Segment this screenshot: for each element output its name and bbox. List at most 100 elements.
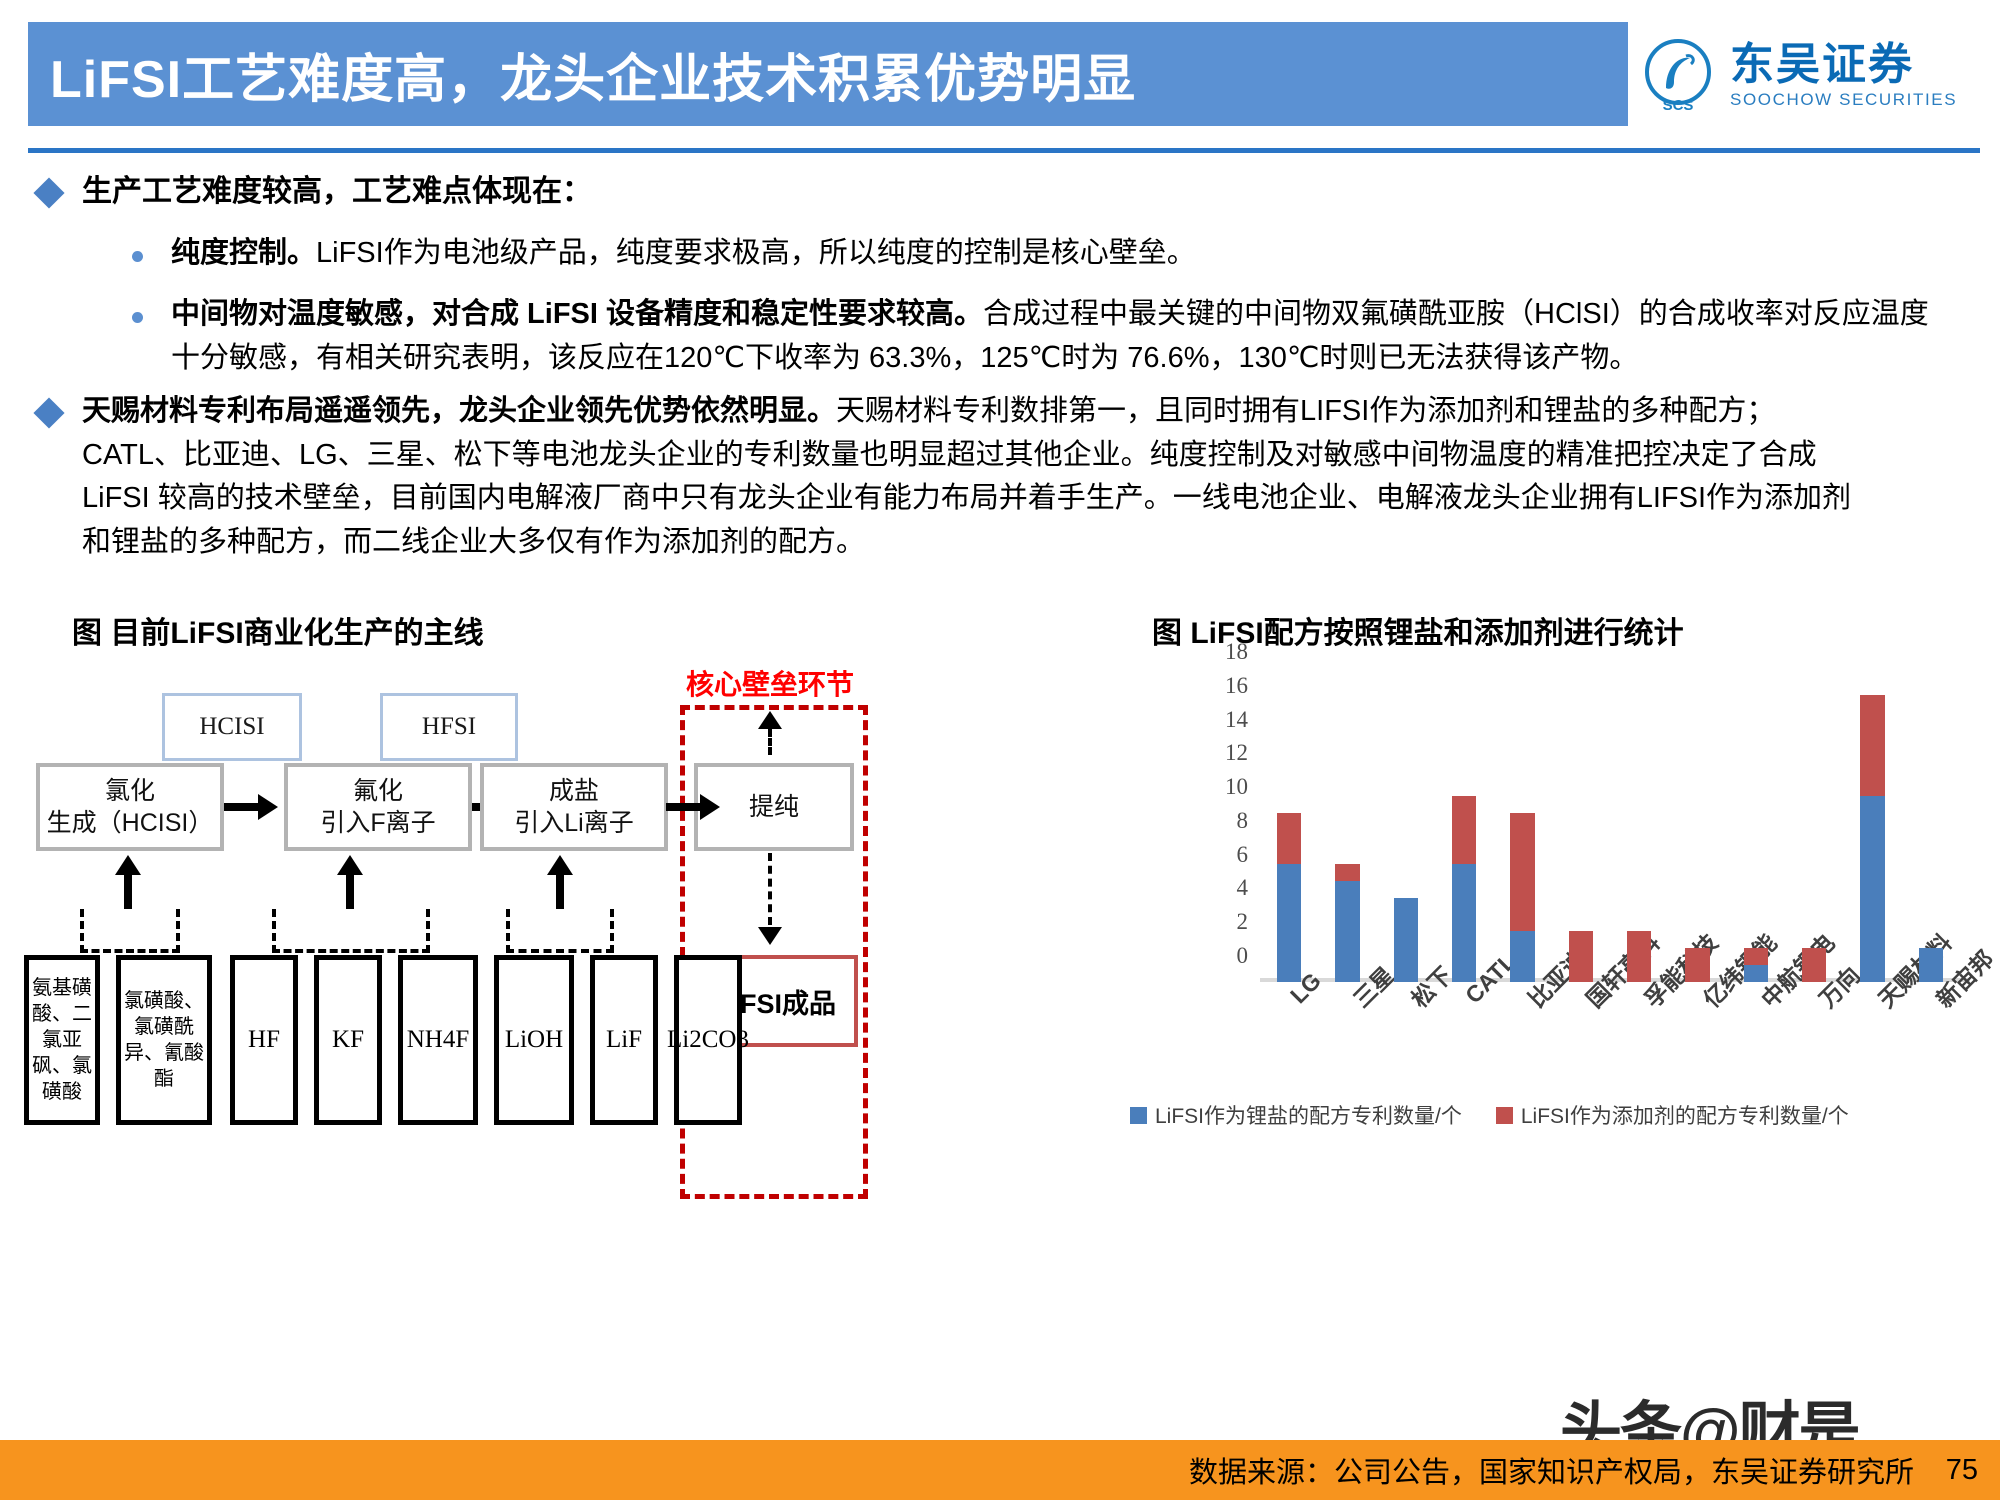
- bar-孚能科技: [1626, 931, 1652, 982]
- sub1-text: 纯度控制。LiFSI作为电池级产品，纯度要求极高，所以纯度的控制是核心壁垒。: [171, 232, 1196, 276]
- bullet-level1-2: 天赐材料专利布局遥遥领先，龙头企业领先优势依然明显。天赐材料专利数排第一，且同时…: [28, 390, 1972, 564]
- figure-left-title: 图 目前LiFSI商业化生产的主线: [72, 617, 484, 650]
- sub2-bold: 中间物对温度敏感，对合成 LiFSI 设备精度和稳定性要求较高。: [171, 298, 984, 330]
- material-box: LiOH: [494, 955, 574, 1125]
- slide-body: 生产工艺难度较高，工艺难点体现在： 纯度控制。LiFSI作为电池级产品，纯度要求…: [28, 160, 1972, 564]
- bullet-level1-1: 生产工艺难度较高，工艺难点体现在：: [28, 170, 1972, 214]
- footer-bar: 数据来源：公司公告，国家知识产权局，东吴证券研究所 75: [0, 1440, 2000, 1500]
- bar-segment: [1510, 931, 1535, 982]
- dashed-connector-down: [768, 853, 772, 925]
- source-note: 数据来源：公司公告，国家知识产权局，东吴证券研究所: [1188, 1457, 1914, 1489]
- material-box: Li2CO3: [667, 955, 749, 1125]
- material-box: NH4F: [398, 955, 478, 1125]
- bar-segment: [1276, 813, 1302, 864]
- bullet2-rest: 天赐材料专利数排第一，且同时拥有LIFSI作为添加剂和锂盐的多种配方；CATL、…: [82, 395, 1852, 558]
- bar-segment: [1743, 965, 1769, 982]
- intermediate-box-hfsi: HFSI: [380, 693, 518, 761]
- y-axis-tick: 10: [1225, 774, 1248, 800]
- header-band: LiFSI工艺难度高，龙头企业技术积累优势明显: [28, 22, 1628, 126]
- material-box: LiF: [590, 955, 658, 1125]
- core-barrier-label: 核心壁垒环节: [686, 669, 855, 700]
- bar-segment: [1393, 897, 1419, 982]
- sub2-text: 中间物对温度敏感，对合成 LiFSI 设备精度和稳定性要求较高。合成过程中最关键…: [171, 293, 1941, 380]
- step2-line1: 氟化: [352, 777, 403, 805]
- y-axis-tick: 4: [1236, 875, 1249, 901]
- bar-亿纬锂能: [1685, 948, 1710, 982]
- y-axis-tick: 14: [1225, 706, 1248, 732]
- chart-legend: LiFSI作为锂盐的配方专利数量/个 LiFSI作为添加剂的配方专利数量/个: [1130, 1100, 1849, 1130]
- diamond-bullet-icon: [33, 397, 65, 429]
- y-axis-tick: 12: [1225, 740, 1248, 766]
- bullet-level2-1: 纯度控制。LiFSI作为电池级产品，纯度要求极高，所以纯度的控制是核心壁垒。: [28, 232, 1972, 276]
- bar-segment: [1451, 863, 1477, 982]
- bullet-level2-2: 中间物对温度敏感，对合成 LiFSI 设备精度和稳定性要求较高。合成过程中最关键…: [28, 293, 1972, 380]
- bar-segment: [1743, 948, 1769, 966]
- intermediate-box-hcisi: HCISI: [162, 693, 302, 761]
- dashed-bracket-3: [506, 909, 614, 953]
- bar-segment: [1568, 931, 1594, 982]
- logo-company-name-cn: 东吴证券: [1730, 39, 1914, 89]
- legend-label: LiFSI作为添加剂的配方专利数量/个: [1520, 1105, 1849, 1128]
- dot-bullet-icon: [132, 250, 143, 262]
- figure-right-title: 图 LiFSI配方按照锂盐和添加剂进行统计: [1152, 617, 1684, 650]
- page-number: 75: [1945, 1453, 1978, 1486]
- x-axis: [1260, 978, 1970, 982]
- dashed-bracket-2: [272, 909, 430, 953]
- y-axis-tick: 16: [1225, 672, 1248, 698]
- step-box-salt-formation: 成盐 引入Li离子: [480, 763, 668, 851]
- process-flow-diagram: HCISI HFSI 核心壁垒环节 提纯 LiFSI成品 氯化 生成（HCISI…: [20, 655, 900, 1455]
- legend-item[interactable]: LiFSI作为锂盐的配方专利数量/个: [1130, 1100, 1462, 1130]
- step-box-chlorination: 氯化 生成（HCISI）: [36, 763, 224, 851]
- legend-label: LiFSI作为锂盐的配方专利数量/个: [1155, 1105, 1462, 1128]
- bar-万向: [1801, 948, 1827, 982]
- bar-segment: [1860, 796, 1885, 982]
- bar-比亚迪: [1510, 813, 1535, 982]
- bar-segment: [1860, 694, 1885, 797]
- dashed-bracket-1: [80, 909, 180, 953]
- arrow-down-icon: [758, 927, 782, 945]
- bar-segment: [1801, 948, 1827, 982]
- y-axis-tick: 18: [1225, 639, 1248, 664]
- swan-logo-icon: SCS: [1640, 38, 1716, 114]
- chart-plot-area: 0 2 4 6 8 10 12 14 16 18 LG 三星 松下 CATL 比亚迪 国轩高科 孚能科技 亿纬锂能…: [1225, 639, 1998, 1013]
- step2-line2: 引入F离子: [320, 809, 436, 837]
- material-box: HF: [230, 955, 298, 1125]
- legend-item[interactable]: LiFSI作为添加剂的配方专利数量/个: [1495, 1100, 1849, 1130]
- step3-line2: 引入Li离子: [514, 809, 634, 837]
- diamond-bullet-icon: [33, 177, 65, 209]
- arrow-up-icon: [758, 711, 782, 729]
- y-axis-tick: 6: [1236, 841, 1249, 867]
- step-box-purification: 提纯: [694, 763, 854, 851]
- bar-segment: [1335, 863, 1360, 881]
- page-title: LiFSI工艺难度高，龙头企业技术积累优势明显: [50, 50, 1137, 109]
- bar-CATL: [1451, 796, 1477, 982]
- bar-segment: [1918, 948, 1944, 982]
- y-axis-tick: 2: [1236, 909, 1249, 935]
- dashed-connector-up: [768, 729, 772, 755]
- bullet1-text: 生产工艺难度较高，工艺难点体现在：: [82, 175, 592, 208]
- company-logo: SCS 东吴证券 SOOCHOW SECURITIES: [1640, 26, 1980, 126]
- bar-天赐材料: [1860, 694, 1885, 982]
- step-box-fluorination: 氟化 引入F离子: [284, 763, 472, 851]
- step1-line1: 氯化: [104, 777, 155, 805]
- bullet2-text: 天赐材料专利布局遥遥领先，龙头企业领先优势依然明显。天赐材料专利数排第一，且同时…: [82, 390, 1872, 564]
- bar-segment: [1451, 796, 1477, 864]
- bar-segment: [1685, 948, 1710, 982]
- y-axis-tick: 0: [1236, 943, 1249, 968]
- legend-swatch: [1495, 1106, 1513, 1124]
- bar-三星: [1335, 863, 1360, 982]
- logo-company-name-en: SOOCHOW SECURITIES: [1730, 90, 1958, 110]
- header-divider: [28, 148, 1980, 153]
- bar-LG: [1276, 813, 1302, 982]
- step3-line1: 成盐: [548, 777, 599, 805]
- bar-中航锂电: [1743, 948, 1769, 982]
- bar-segment: [1276, 863, 1302, 982]
- svg-text:SCS: SCS: [1663, 97, 1694, 114]
- patent-bar-chart: 0 2 4 6 8 10 12 14 16 18 LG 三星 松下 CATL 比亚迪 国轩高科 孚能科技 亿纬锂能…: [1120, 639, 1998, 1450]
- sub1-rest: LiFSI作为电池级产品，纯度要求极高，所以纯度的控制是核心壁垒。: [316, 236, 1196, 269]
- bar-segment: [1626, 931, 1652, 982]
- material-box: 氨基磺酸、二氯亚砜、氯磺酸: [24, 955, 100, 1125]
- bar-国轩高科: [1568, 931, 1594, 982]
- bar-segment: [1510, 813, 1535, 932]
- dot-bullet-icon: [132, 312, 143, 323]
